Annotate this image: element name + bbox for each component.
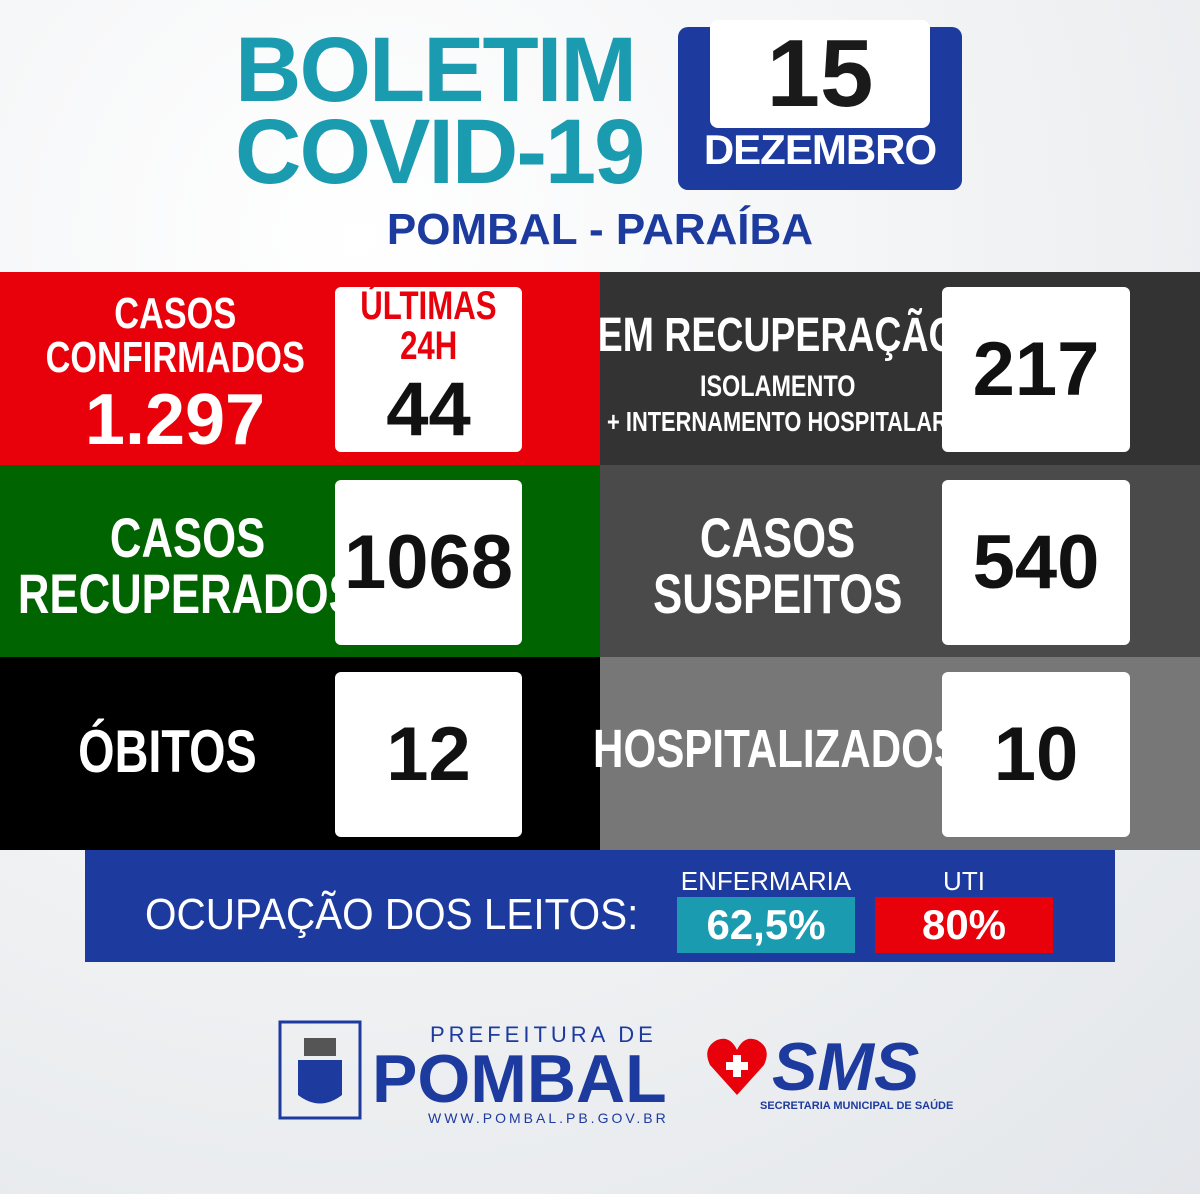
footer: PREFEITURA DE POMBAL WWW.POMBAL.PB.GOV.B… <box>0 990 1200 1160</box>
beds-bar: OCUPAÇÃO DOS LEITOS: ENFERMARIA 62,5% UT… <box>85 850 1115 962</box>
value: 10 <box>993 712 1079 797</box>
recovering-cell: EM RECUPERAÇÃO ISOLAMENTO + INTERNAMENTO… <box>598 272 1200 465</box>
crest-shield <box>298 1060 342 1104</box>
icu-label: UTI <box>943 866 985 896</box>
deaths-cell: ÓBITOS 12 <box>0 657 600 850</box>
date-month: DEZEMBRO <box>703 126 937 173</box>
recovering-labels: EM RECUPERAÇÃO ISOLAMENTO + INTERNAMENTO… <box>598 312 958 437</box>
header: BOLETIM COVID-19 15 15 DEZEMBRO POMBAL -… <box>0 0 1200 272</box>
label: EM RECUPERAÇÃO <box>597 309 958 362</box>
value: 1.297 <box>84 380 266 460</box>
label: SUSPEITOS <box>652 562 903 625</box>
value-box: 540 <box>942 480 1130 645</box>
cross <box>726 1055 748 1077</box>
suspected-labels: CASOS SUSPEITOS <box>610 510 945 622</box>
location: POMBAL - PARAÍBA <box>386 205 814 254</box>
sub-label: + INTERNAMENTO HOSPITALAR <box>607 406 948 437</box>
hospitalized-label-wrap: HOSPITALIZADOS <box>593 722 962 776</box>
value-box: 217 <box>942 287 1130 452</box>
crest-frame <box>278 1020 362 1120</box>
value-box: 12 <box>335 672 522 837</box>
ward-label: ENFERMARIA <box>680 866 852 896</box>
label: CONFIRMADOS <box>45 333 305 382</box>
label: ÓBITOS <box>78 718 257 785</box>
label: CASOS <box>699 506 856 569</box>
date-day: 15 <box>766 20 874 127</box>
recent-label: 24H <box>399 324 458 368</box>
sub-label: ISOLAMENTO <box>699 370 856 403</box>
confirmed-labels: CASOS CONFIRMADOS 1.297 <box>20 289 330 460</box>
beds-label: OCUPAÇÃO DOS LEITOS: <box>145 890 639 939</box>
title-line1: BOLETIM <box>235 19 637 121</box>
icu-value: 80% <box>875 897 1053 953</box>
label: CASOS <box>109 506 266 569</box>
website: WWW.POMBAL.PB.GOV.BR <box>428 1110 669 1126</box>
label: CASOS <box>113 289 237 338</box>
recovered-cell: CASOS RECUPERADOS 1068 <box>0 465 600 657</box>
recent-label: ÚLTIMAS <box>360 284 497 328</box>
deaths-label-wrap: ÓBITOS <box>20 722 315 782</box>
city: POMBAL <box>372 1041 667 1117</box>
crest <box>278 1020 362 1120</box>
ward-value: 62,5% <box>677 897 855 953</box>
value: 1068 <box>343 520 514 605</box>
crest-tower <box>304 1038 336 1056</box>
value: 540 <box>972 520 1100 605</box>
date-day-box: 15 <box>710 20 930 128</box>
value: 217 <box>972 327 1100 412</box>
prefeitura: PREFEITURA DE <box>430 1022 657 1047</box>
sms-heart <box>707 1038 767 1095</box>
title-line2: COVID-19 <box>235 101 645 203</box>
confirmed-cell: CASOS CONFIRMADOS 1.297 ÚLTIMAS 24H 44 <box>0 272 600 465</box>
recent-value: 44 <box>386 367 471 452</box>
sms-full: SECRETARIA MUNICIPAL DE SAÚDE <box>760 1100 954 1112</box>
value-box: 10 <box>942 672 1130 837</box>
label: RECUPERADOS <box>17 562 358 625</box>
value-box: 1068 <box>335 480 522 645</box>
suspected-cell: CASOS SUSPEITOS 540 <box>600 465 1200 657</box>
value: 12 <box>386 712 471 797</box>
sms: SMS <box>772 1029 920 1105</box>
hospitalized-cell: HOSPITALIZADOS 10 <box>593 657 1200 850</box>
recent-box: ÚLTIMAS 24H 44 <box>335 284 522 452</box>
label: HOSPITALIZADOS <box>593 719 962 779</box>
recovered-labels: CASOS RECUPERADOS <box>17 506 358 625</box>
